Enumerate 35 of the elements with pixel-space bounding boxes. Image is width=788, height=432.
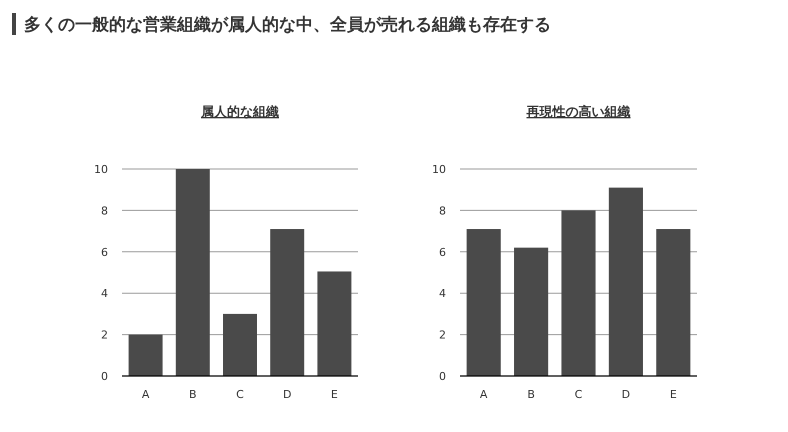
y-tick-label: 4: [439, 287, 446, 300]
bar: [656, 229, 690, 376]
x-tick-label: A: [480, 388, 488, 401]
bar: [514, 248, 548, 376]
y-tick-label: 0: [101, 370, 108, 383]
bar: [128, 334, 163, 376]
text: 多くの一般的な営業組織が属人的な中、全員が売れる組織も存在する: [24, 15, 551, 35]
y-tick-label: 10: [94, 163, 108, 176]
chart-title: 再現性の高い組織: [526, 104, 630, 120]
x-tick-label: D: [282, 388, 292, 401]
y-tick-label: 8: [439, 204, 446, 218]
bar: [270, 229, 304, 376]
y-tick-label: 2: [101, 328, 108, 342]
bar: [317, 271, 352, 376]
y-tick-label: 4: [101, 287, 108, 300]
x-tick-label: C: [236, 388, 244, 401]
x-tick-label: E: [330, 388, 338, 401]
y-tick-label: 10: [432, 163, 446, 176]
y-tick-label: 6: [439, 246, 446, 259]
bar: [176, 169, 210, 376]
y-tick-label: 2: [439, 328, 446, 342]
x-tick-label: C: [574, 388, 583, 401]
chart-title: 属人的な組織: [200, 104, 279, 120]
x-tick-label: E: [670, 388, 677, 401]
y-tick-label: 0: [439, 370, 446, 383]
y-tick-label: 6: [101, 246, 108, 259]
bar: [561, 210, 596, 376]
bar: [223, 314, 257, 376]
bar: [466, 229, 501, 376]
x-tick-label: B: [189, 388, 197, 401]
y-tick-label: 8: [101, 204, 108, 218]
bar: [608, 188, 643, 376]
x-tick-label: A: [142, 388, 150, 401]
x-tick-label: B: [527, 388, 535, 401]
x-tick-label: D: [622, 388, 630, 401]
